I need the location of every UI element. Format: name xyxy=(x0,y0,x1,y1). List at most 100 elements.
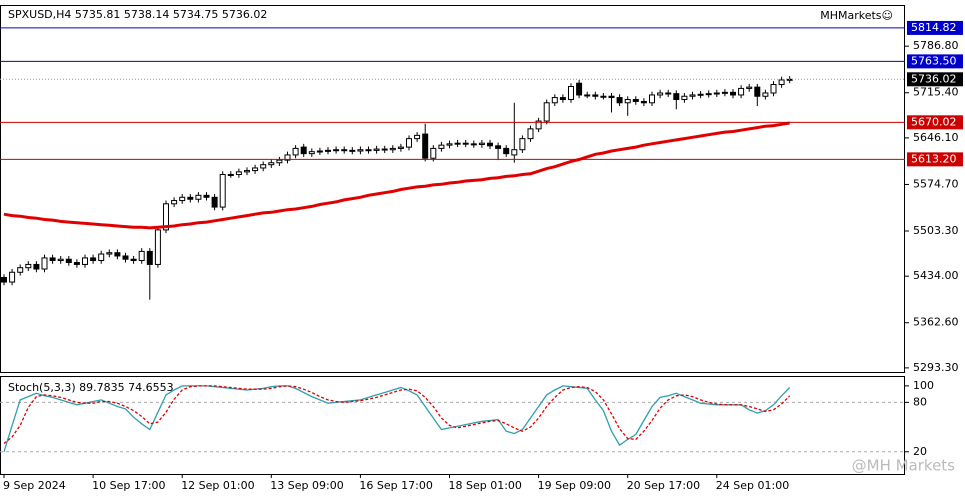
candle-body xyxy=(721,91,728,94)
candle-body xyxy=(705,93,712,96)
candle-body xyxy=(551,97,558,104)
candle-body xyxy=(381,148,388,151)
level-label: 5736.02 xyxy=(911,72,957,85)
x-tick-label: 19 Sep 09:00 xyxy=(538,479,611,492)
brand: MHMarkets☺ xyxy=(820,9,893,22)
candle-body xyxy=(106,252,113,255)
candle-body xyxy=(365,149,372,152)
candle-body xyxy=(673,93,680,101)
candle-body xyxy=(195,194,202,200)
candle-body xyxy=(754,86,761,97)
candle-body xyxy=(697,93,704,96)
x-tick-label: 9 Sep 2024 xyxy=(3,479,66,492)
level-label: 5613.20 xyxy=(911,152,957,165)
candle-body xyxy=(73,261,80,265)
candle-body xyxy=(260,164,267,169)
candle-body xyxy=(438,144,445,149)
candle-body xyxy=(114,252,121,257)
candle-body xyxy=(519,138,526,151)
candle-body xyxy=(584,94,591,97)
candle-body xyxy=(179,196,186,202)
candle-body xyxy=(592,94,599,97)
candle-body xyxy=(535,120,542,130)
indicator-line xyxy=(3,385,791,452)
candle-body xyxy=(632,99,639,102)
x-tick-label: 20 Sep 17:00 xyxy=(627,479,700,492)
y-tick-label: 5574.70 xyxy=(913,177,959,190)
candle-body xyxy=(665,92,672,95)
y-tick-label: 5715.40 xyxy=(913,86,959,99)
candle-body xyxy=(454,142,461,145)
candle-body xyxy=(503,147,510,155)
candle-body xyxy=(640,100,647,104)
candle-body xyxy=(219,173,226,208)
indicator-panel xyxy=(0,376,905,475)
candle-body xyxy=(122,255,129,260)
candle-body xyxy=(462,142,469,145)
candle-body xyxy=(33,263,40,270)
y-tick-label: 80 xyxy=(913,395,927,408)
candle-body xyxy=(430,147,437,159)
level-label-box xyxy=(907,72,963,87)
candle-body xyxy=(41,257,48,270)
candle-body xyxy=(487,142,493,147)
main-panel xyxy=(0,5,905,373)
y-tick-label: 5503.30 xyxy=(913,224,959,237)
y-tick-label: 100 xyxy=(913,379,934,392)
candle-body xyxy=(681,95,688,101)
candle-body xyxy=(478,142,485,145)
candle-body xyxy=(422,133,429,159)
candle-body xyxy=(227,173,234,176)
candle-body xyxy=(146,250,153,265)
candle-body xyxy=(624,99,631,104)
candle-body xyxy=(689,94,696,97)
level-label: 5814.82 xyxy=(911,21,957,34)
watermark: @MH Markets xyxy=(852,457,956,475)
candle-body xyxy=(171,200,178,205)
x-tick-label: 13 Sep 09:00 xyxy=(270,479,343,492)
y-tick-label: 5786.80 xyxy=(913,39,959,52)
candle-body xyxy=(316,150,323,153)
candle-body xyxy=(17,267,24,273)
candle-body xyxy=(470,143,477,146)
indicator-line xyxy=(3,385,791,445)
candle-body xyxy=(543,102,550,122)
candle-body xyxy=(154,229,161,265)
candle-body xyxy=(268,162,275,166)
candle-body xyxy=(1,276,7,283)
candle-body xyxy=(341,149,348,152)
y-tick-label: 20 xyxy=(913,445,927,458)
indicator-title: Stoch(5,3,3) 89.7835 74.6553 xyxy=(8,381,174,394)
candle-body xyxy=(397,146,404,149)
level-label-box xyxy=(907,20,963,35)
candle-body xyxy=(163,203,169,231)
candle-body xyxy=(25,263,32,269)
candle-body xyxy=(276,159,283,164)
y-tick-label: 5434.00 xyxy=(913,269,959,282)
x-tick-label: 10 Sep 17:00 xyxy=(92,479,165,492)
candle-body xyxy=(292,147,299,156)
candle-body xyxy=(576,82,583,96)
x-tick-label: 16 Sep 17:00 xyxy=(359,479,432,492)
candle-body xyxy=(349,149,356,152)
candle-body xyxy=(357,149,364,152)
candle-body xyxy=(98,253,105,262)
candle-body xyxy=(284,154,291,161)
candle-body xyxy=(414,134,421,140)
x-tick-label: 12 Sep 01:00 xyxy=(181,479,254,492)
candle-body xyxy=(730,91,736,96)
candle-body xyxy=(49,257,56,262)
candle-body xyxy=(770,84,777,94)
candle-body xyxy=(65,258,72,263)
candle-body xyxy=(252,167,259,172)
candle-body xyxy=(778,79,785,86)
candle-body xyxy=(608,95,615,99)
candle-body xyxy=(325,149,331,152)
candle-body xyxy=(511,149,518,156)
candle-body xyxy=(559,97,566,101)
y-tick-label: 5646.10 xyxy=(913,131,959,144)
candle-body xyxy=(90,257,97,262)
candle-body xyxy=(203,194,210,198)
